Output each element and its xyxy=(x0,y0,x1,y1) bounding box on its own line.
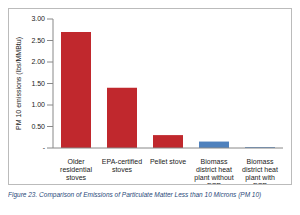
svg-text:0.50: 0.50 xyxy=(31,123,45,130)
svg-text:-: - xyxy=(43,144,46,151)
svg-text:1.50: 1.50 xyxy=(31,80,45,87)
svg-text:Biomassdistrict heatplant with: Biomassdistrict heatplant withoutESP xyxy=(194,158,233,184)
svg-text:1.00: 1.00 xyxy=(31,101,45,108)
svg-text:Biomassdistrict heatplant with: Biomassdistrict heatplant withESP xyxy=(242,158,278,184)
svg-text:EPA-certifiedstoves: EPA-certifiedstoves xyxy=(102,158,142,173)
svg-text:Pellet stove: Pellet stove xyxy=(150,158,186,165)
svg-text:2.00: 2.00 xyxy=(31,58,45,65)
svg-text:2.50: 2.50 xyxy=(31,37,45,44)
html-text:Figure 23. Comparison of Emiss: Figure 23. Comparison of Emissions of Pa… xyxy=(8,191,262,198)
svg-text:Olderresidentialstoves: Olderresidentialstoves xyxy=(60,158,92,181)
svg-text:3.00: 3.00 xyxy=(31,15,45,22)
svg-text:PM 10 emissions (lbs/MMBtu): PM 10 emissions (lbs/MMBtu) xyxy=(15,37,23,130)
